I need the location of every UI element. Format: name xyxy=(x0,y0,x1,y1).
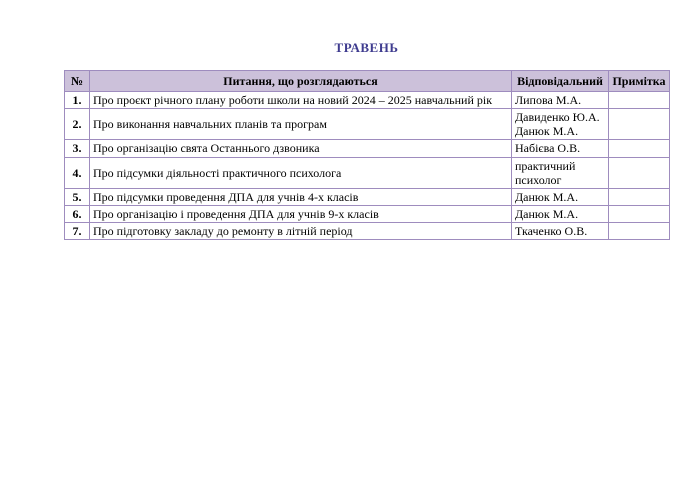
table-row: 2. Про виконання навчальних планів та пр… xyxy=(64,108,670,141)
note-cell xyxy=(608,139,670,158)
responsible-cell: Данюк М.А. xyxy=(511,187,609,207)
row-number: 2. xyxy=(64,108,90,141)
question-cell: Про підготовку закладу до ремонту в літн… xyxy=(89,222,512,241)
table-row: 4. Про підсумки діяльності практичного п… xyxy=(64,156,670,189)
responsible-cell: Липова М.А. xyxy=(511,90,609,110)
responsible-cell: Данюк М.А. xyxy=(511,205,609,224)
note-cell xyxy=(608,156,670,189)
agenda-table: № Питання, що розглядаються Відповідальн… xyxy=(64,70,670,241)
question-cell: Про підсумки діяльності практичного псих… xyxy=(89,156,512,189)
note-cell xyxy=(608,187,670,207)
note-cell xyxy=(608,90,670,110)
table-row: 6. Про організацію і проведення ДПА для … xyxy=(64,205,670,224)
row-number: 6. xyxy=(64,205,90,224)
page-title: ТРАВЕНЬ xyxy=(334,40,399,55)
column-header-responsible: Відповідальний xyxy=(511,70,609,92)
column-header-note: Примітка xyxy=(608,70,670,92)
table-row: 7. Про підготовку закладу до ремонту в л… xyxy=(64,222,670,241)
question-cell: Про організацію свята Останнього дзвоник… xyxy=(89,139,512,158)
table-row: 1. Про проєкт річного плану роботи школи… xyxy=(64,90,670,110)
responsible-cell: Давиденко Ю.А. Данюк М.А. xyxy=(511,108,609,141)
column-header-number: № xyxy=(64,70,90,92)
row-number: 7. xyxy=(64,222,90,241)
note-cell xyxy=(608,205,670,224)
question-cell: Про організацію і проведення ДПА для учн… xyxy=(89,205,512,224)
note-cell xyxy=(608,222,670,241)
row-number: 3. xyxy=(64,139,90,158)
table-row: 3. Про організацію свята Останнього дзво… xyxy=(64,139,670,158)
note-cell xyxy=(608,108,670,141)
row-number: 4. xyxy=(64,156,90,189)
row-number: 1. xyxy=(64,90,90,110)
table-row: 5. Про підсумки проведення ДПА для учнів… xyxy=(64,187,670,207)
row-number: 5. xyxy=(64,187,90,207)
responsible-cell: Набієва О.В. xyxy=(511,139,609,158)
column-header-question: Питання, що розглядаються xyxy=(89,70,512,92)
question-cell: Про підсумки проведення ДПА для учнів 4-… xyxy=(89,187,512,207)
question-cell: Про виконання навчальних планів та прогр… xyxy=(89,108,512,141)
responsible-cell: Ткаченко О.В. xyxy=(511,222,609,241)
question-cell: Про проєкт річного плану роботи школи на… xyxy=(89,90,512,110)
table-header-row: № Питання, що розглядаються Відповідальн… xyxy=(64,70,670,92)
responsible-cell: практичний психолог xyxy=(511,156,609,189)
